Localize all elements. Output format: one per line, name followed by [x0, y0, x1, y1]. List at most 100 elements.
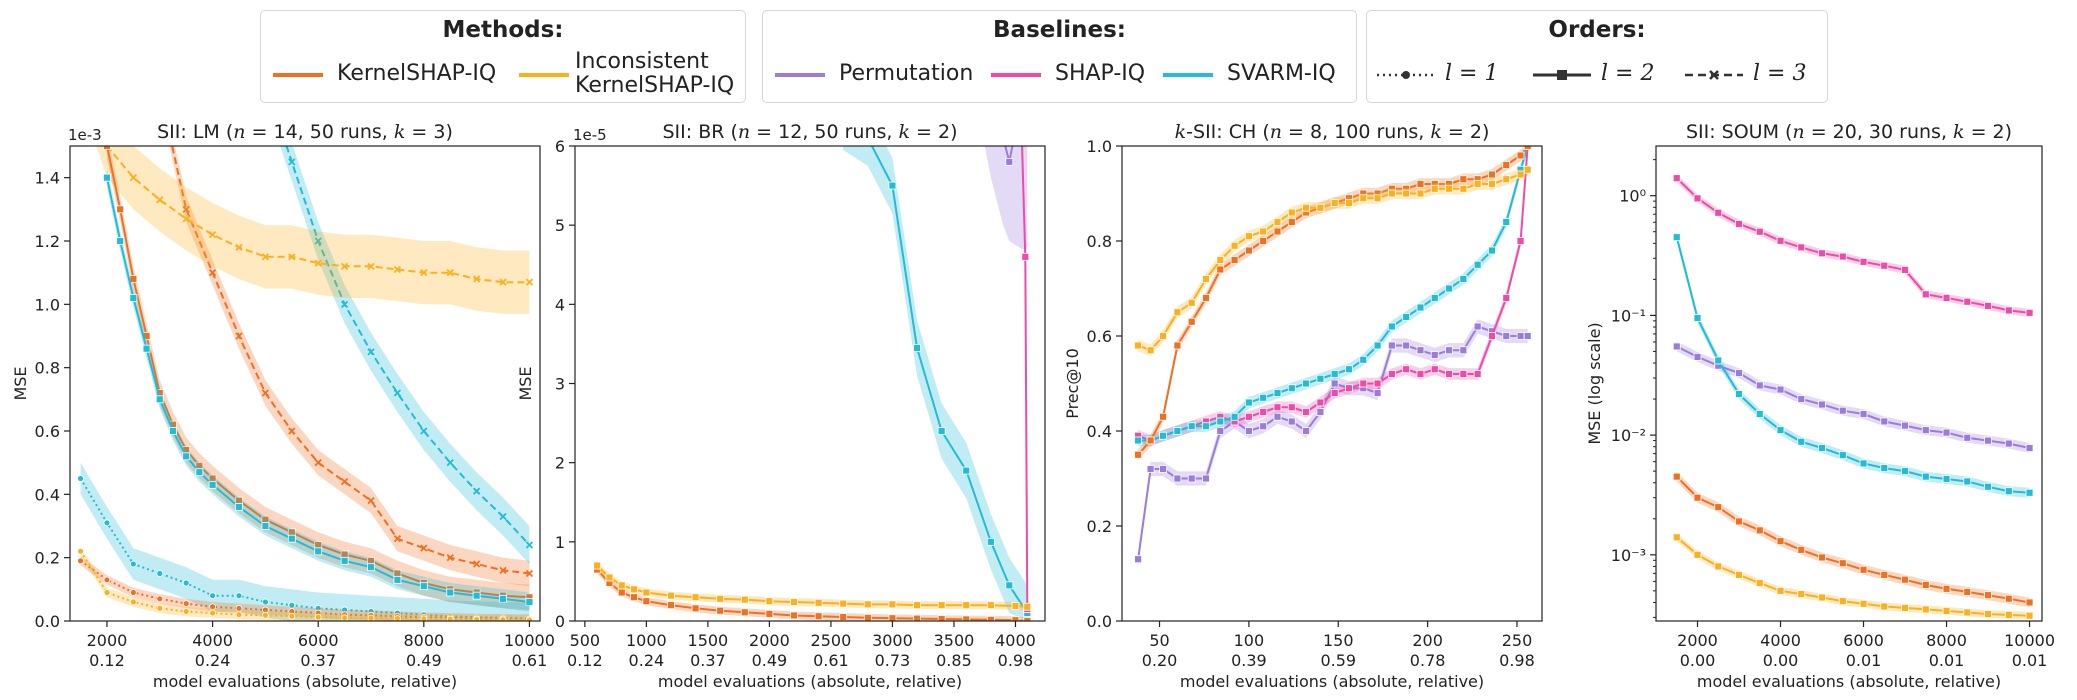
x-rel-tick-label: 0.98: [998, 651, 1034, 670]
data-point: [962, 466, 971, 475]
data-point: [1330, 379, 1339, 388]
data-point: [1202, 275, 1210, 283]
data-point: [367, 614, 375, 621]
data-point: [1202, 422, 1210, 431]
series-8: [77, 546, 533, 621]
data-point: [93, 111, 99, 117]
data-point: [1880, 417, 1889, 426]
series-3: [93, 111, 534, 314]
legend-order-2-icon: [1533, 70, 1591, 80]
data-point: [195, 468, 204, 477]
x-tick-label: 2000: [1677, 631, 1718, 650]
data-point: [617, 581, 626, 590]
y-tick-label: 6: [555, 137, 565, 156]
data-point: [1672, 533, 1681, 542]
data-point: [1502, 161, 1511, 169]
data-point: [1134, 341, 1142, 350]
data-point: [716, 606, 725, 615]
series-band: [280, 146, 530, 564]
x-rel-tick-label: 0.59: [1320, 651, 1356, 670]
data-point: [525, 541, 534, 549]
chart-4: 20000.0040000.0060000.0180000.01100000.0…: [1585, 121, 2055, 691]
data-point: [1216, 265, 1225, 274]
data-point: [1672, 472, 1681, 481]
data-point: [367, 563, 375, 572]
data-point: [156, 196, 164, 204]
x-axis-label: model evaluations (absolute, relative): [1180, 672, 1484, 691]
data-point: [367, 348, 375, 356]
data-point: [1942, 607, 1951, 615]
data-point: [1259, 422, 1268, 431]
data-point: [1502, 294, 1511, 302]
series-2: [1672, 341, 2034, 453]
data-point: [1402, 189, 1411, 198]
y-tick-label: 10⁻³: [1611, 546, 1646, 565]
data-point: [394, 615, 401, 621]
x-rel-tick-label: 0.78: [1410, 651, 1446, 670]
data-point: [1387, 341, 1396, 350]
data-point: [235, 611, 243, 619]
data-point: [156, 604, 164, 612]
y-tick-label: 0.8: [1087, 232, 1112, 251]
data-point: [1430, 351, 1439, 359]
x-tick-label: 2000: [87, 631, 128, 650]
data-point: [1488, 170, 1496, 179]
x-tick-label: 3500: [934, 631, 975, 650]
data-point: [393, 265, 402, 274]
data-point: [261, 522, 270, 530]
data-point: [1287, 218, 1296, 226]
data-point: [913, 614, 921, 621]
data-point: [1963, 297, 1972, 306]
data-point: [1345, 199, 1353, 207]
data-point: [1024, 79, 1031, 86]
data-point: [1021, 252, 1030, 261]
data-point: [156, 570, 164, 577]
series-band: [597, 565, 1028, 621]
data-point: [499, 512, 507, 521]
data-point: [1488, 246, 1496, 255]
x-rel-tick-label: 0.12: [89, 651, 125, 670]
x-tick-label: 4000: [192, 631, 233, 650]
data-point: [1023, 617, 1032, 621]
data-point: [1838, 406, 1847, 415]
y-tick-label: 10⁻²: [1611, 426, 1646, 445]
data-point: [1416, 346, 1425, 355]
data-point: [77, 547, 84, 555]
x-rel-tick-label: 0.01: [1929, 651, 1965, 670]
data-point: [1942, 584, 1951, 593]
data-point: [169, 427, 177, 435]
data-point: [525, 569, 534, 578]
data-point: [1173, 341, 1182, 350]
data-point: [1838, 451, 1847, 460]
data-point: [1445, 184, 1453, 193]
data-point: [1373, 341, 1382, 350]
legend-baselines: Baselines: Permutation SHAP-IQ SVARM-IQ: [762, 10, 1357, 103]
series-line: [1676, 177, 2030, 314]
data-point: [1230, 256, 1239, 264]
y-tick-label: 0.4: [35, 485, 60, 504]
data-point: [1523, 165, 1532, 174]
data-point: [314, 547, 323, 556]
chart-3: 500.20 1000.39 1500.59 2000.78 2500.98 0.0 0.2…: [1063, 121, 1543, 691]
data-point: [1818, 553, 1826, 562]
x-rel-tick-label: 0.37: [690, 651, 726, 670]
data-point: [526, 616, 533, 621]
series-3: [1134, 146, 1532, 447]
data-point: [499, 616, 507, 621]
data-point: [162, 111, 168, 117]
plot-frame: [69, 145, 541, 622]
data-point: [2025, 611, 2034, 620]
legend-methods: Methods: KernelSHAP-IQ Inconsistent Kern…: [260, 10, 746, 103]
data-point: [1984, 610, 1992, 618]
data-point: [341, 614, 349, 621]
y-tick-label: 0: [555, 612, 565, 631]
data-point: [1901, 467, 1909, 476]
x-tick-label: 250: [1502, 631, 1533, 650]
data-point: [2025, 488, 2034, 497]
data-point: [1880, 602, 1889, 611]
data-point: [1901, 604, 1909, 612]
data-point: [630, 585, 638, 594]
data-point: [235, 243, 243, 251]
data-point: [1693, 353, 1702, 361]
